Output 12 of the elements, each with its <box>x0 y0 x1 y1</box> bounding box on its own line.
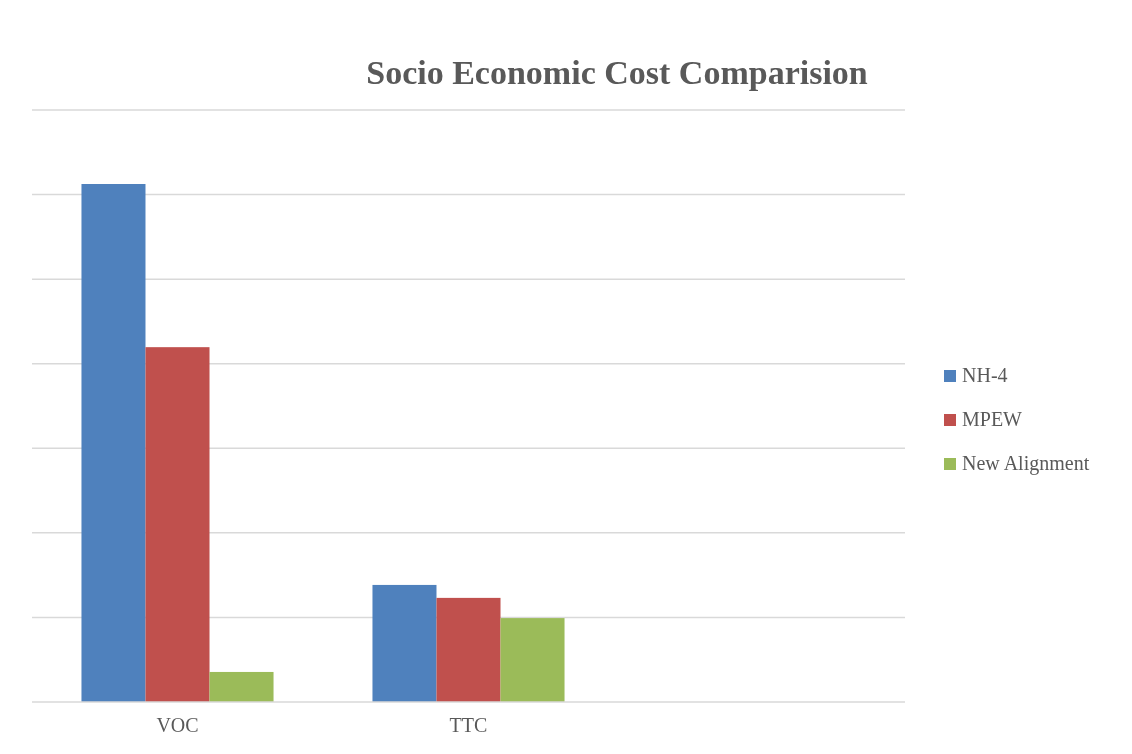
bar <box>500 618 565 702</box>
x-tick-label: TTC <box>449 714 488 736</box>
chart-title: Socio Economic Cost Comparision <box>366 54 868 91</box>
bar <box>81 184 146 702</box>
legend-label: MPEW <box>962 408 1023 430</box>
bar <box>372 584 437 702</box>
bar <box>145 347 210 702</box>
legend-label: New Alignment <box>962 452 1090 475</box>
bar <box>436 597 501 702</box>
legend-label: NH-4 <box>962 364 1008 386</box>
x-tick-label: VOC <box>156 714 199 736</box>
bar <box>209 671 274 702</box>
